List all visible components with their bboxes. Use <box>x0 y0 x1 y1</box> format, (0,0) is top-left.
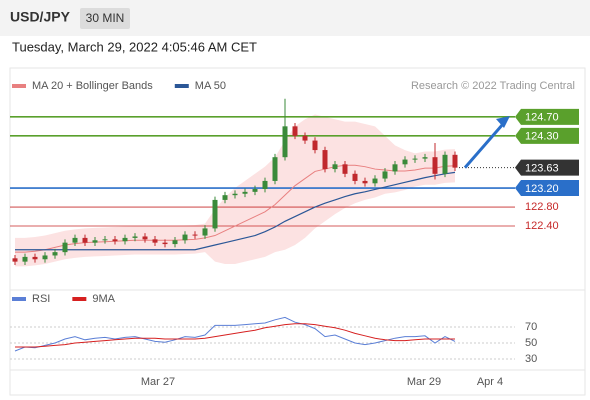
candle-body <box>342 164 348 174</box>
forecast-arrowhead <box>496 116 510 128</box>
candle-body <box>402 159 408 165</box>
candle-body <box>142 236 148 240</box>
candle-body <box>272 157 278 181</box>
legend-label: RSI <box>32 293 50 305</box>
chart-frame <box>9 67 586 396</box>
candle-body <box>172 240 178 245</box>
candle-body <box>442 154 448 174</box>
ma-line <box>15 171 456 251</box>
x-tick-label: Mar 29 <box>407 376 441 388</box>
candle-body <box>242 191 248 194</box>
legend-swatch <box>12 297 26 301</box>
candle-body <box>372 178 378 184</box>
candle-body <box>52 252 58 256</box>
candle-body <box>162 242 168 245</box>
candle-body <box>32 256 38 260</box>
candle-body <box>122 237 128 242</box>
candle-body <box>292 126 298 136</box>
legend-label: MA 20 + Bollinger Bands <box>32 80 153 92</box>
symbol: USD/JPY <box>10 9 71 25</box>
legend-swatch <box>72 297 87 301</box>
candle-body <box>262 180 268 189</box>
candle-body <box>382 171 388 179</box>
candle-body <box>252 189 258 192</box>
candle-body <box>332 164 338 170</box>
candle-body <box>232 193 238 196</box>
legend-swatch <box>12 84 26 88</box>
candle-body <box>412 158 418 160</box>
candle-body <box>322 150 328 170</box>
candle-body <box>352 173 358 181</box>
candle-body <box>302 135 308 141</box>
candle-body <box>432 157 438 174</box>
candle-body <box>92 240 98 243</box>
indicator-line <box>15 323 455 348</box>
legend-label: MA 50 <box>195 80 226 92</box>
candle-body <box>222 195 228 200</box>
level-label: 124.30 <box>525 131 559 143</box>
y-tick-label: 50 <box>525 337 537 349</box>
candle-body <box>312 140 318 151</box>
candle-body <box>112 239 118 242</box>
candle-body <box>202 228 208 236</box>
candle-body <box>212 199 218 229</box>
candle-body <box>102 239 108 241</box>
candle-body <box>152 239 158 243</box>
candle-body <box>72 237 78 243</box>
candle-body <box>12 258 18 262</box>
candle-body <box>62 242 68 253</box>
x-tick-label: Apr 4 <box>477 376 503 388</box>
level-label: 122.80 <box>525 201 559 213</box>
x-tick-label: Mar 27 <box>141 376 175 388</box>
candle-body <box>362 180 368 184</box>
y-tick-label: 30 <box>525 353 537 365</box>
level-label: 122.40 <box>525 220 559 232</box>
candle-body <box>422 157 428 159</box>
candle-body <box>82 237 88 243</box>
level-tag <box>515 108 579 125</box>
ma-line <box>15 164 456 253</box>
candle-body <box>192 234 198 236</box>
candle-body <box>22 256 28 262</box>
y-tick-label: 70 <box>525 321 537 333</box>
timestamp: Tuesday, March 29, 2022 4:05:46 AM CET <box>12 39 257 54</box>
level-label: 123.20 <box>525 183 559 195</box>
candle-body <box>392 164 398 172</box>
interval[interactable]: 30 MIN <box>86 11 125 25</box>
level-tag <box>515 127 579 144</box>
credit: Research © 2022 Trading Central <box>411 80 575 92</box>
candle-body <box>182 234 188 241</box>
legend-label: 9MA <box>92 293 115 305</box>
level-label: 123.63 <box>525 163 559 175</box>
candle-body <box>282 126 288 158</box>
indicator-line <box>14 316 456 352</box>
legend-swatch <box>174 84 189 88</box>
interval-box[interactable] <box>80 8 130 29</box>
level-tag <box>515 180 579 197</box>
candle-body <box>132 236 138 238</box>
candle-body <box>42 255 48 260</box>
forecast-arrow <box>463 123 505 169</box>
candle-body <box>452 154 458 168</box>
level-tag <box>515 159 579 176</box>
level-label: 124.70 <box>525 112 559 124</box>
